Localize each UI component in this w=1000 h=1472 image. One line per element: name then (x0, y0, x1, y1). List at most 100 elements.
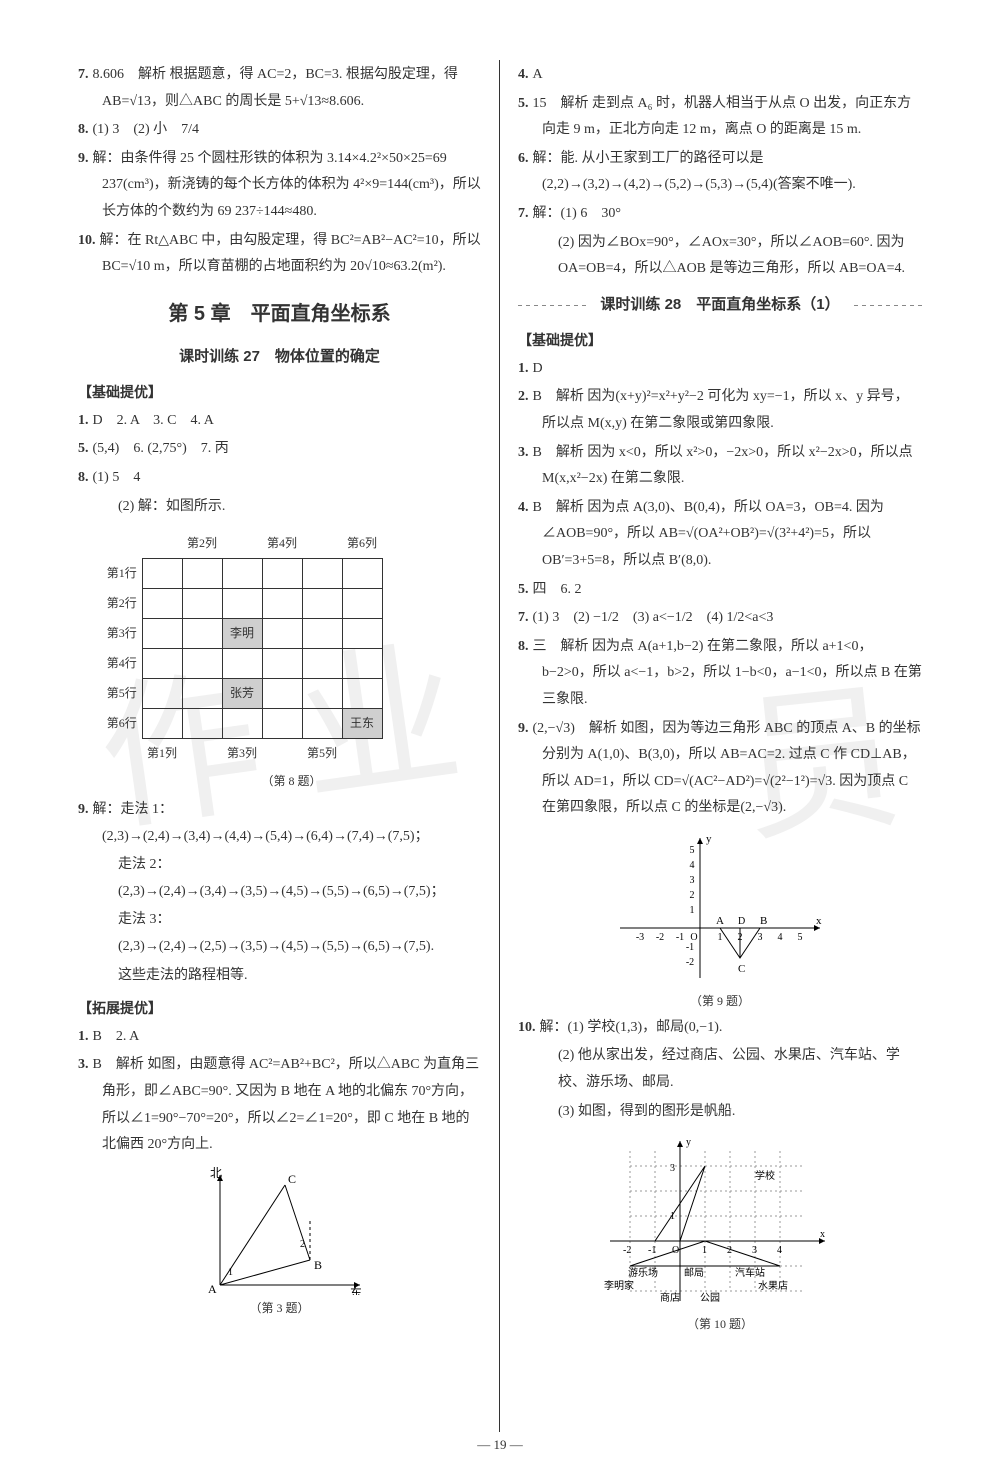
l27-a9: 9. 解：走法 1：(2,3)→(2,4)→(3,4)→(4,4)→(5,4)→(… (78, 797, 481, 850)
lesson-28-title: 课时训练 28 平面直角坐标系（1） (586, 291, 853, 320)
label-north: 北 (210, 1166, 222, 1180)
l27-b1: 1. B 2. A (78, 1024, 481, 1051)
r28-a10c: (3) 如图，得到的图形是帆船. (518, 1099, 922, 1126)
xt: 1 (718, 932, 723, 943)
figure-10-svg: O x y 1 2 3 4 -1 -2 1 3 学校 游乐场 邮局 汽车站 (600, 1131, 840, 1311)
figure-3-svg: 北 东 A B C 1 2 (190, 1165, 370, 1295)
col-label: 第3列 (222, 738, 262, 768)
text: 解：能. 从小王家到工厂的路径可以是(2,2)→(3,2)→(4,2)→(5,2… (533, 151, 856, 193)
text: 解：走法 1：(2,3)→(2,4)→(3,4)→(4,4)→(5,4)→(6,… (93, 802, 429, 844)
r-item-6: 6. 解：能. 从小王家到工厂的路径可以是(2,2)→(3,2)→(4,2)→(5… (518, 146, 922, 199)
lab-post: 邮局 (684, 1266, 704, 1279)
col-label: 第1列 (142, 738, 182, 768)
xt: -3 (636, 932, 644, 943)
page: 作业 员 7.8.606 解析 根据题意，得 AC=2，BC=3. 根据勾股定理… (0, 0, 1000, 1472)
lab-bus: 汽车站 (735, 1266, 765, 1279)
col-label: 第4列 (262, 528, 302, 558)
lab-fruit: 水果店 (758, 1279, 788, 1292)
l-item-8: 8.(1) 3 (2) 小 7/4 (78, 117, 481, 144)
deco-line (854, 305, 922, 306)
section-jichu: 【基础提优】 (78, 379, 481, 406)
r28-a1: 1. D (518, 356, 922, 383)
text: 8.606 解析 根据题意，得 AC=2，BC=3. 根据勾股定理，得 AB=√… (93, 67, 458, 109)
l-item-9: 9.解：由条件得 25 个圆柱形铁的体积为 3.14×4.2²×50×25=69… (78, 146, 481, 226)
num: 9. (518, 721, 529, 736)
figure-9-svg: -3 -2 -1 O 1 2 3 4 5 1 2 3 4 5 -1 -2 (610, 828, 830, 988)
lab-x: x (820, 1229, 825, 1240)
label-x: x (816, 915, 822, 927)
r28-a10b: (2) 他从家出发，经过商店、公园、水果店、汽车站、学校、游乐场、邮局. (518, 1043, 922, 1096)
label-D: D (738, 916, 745, 927)
row-label: 第1行 (102, 558, 142, 588)
text: (1) 3 (2) 小 7/4 (93, 122, 200, 137)
label-A: A (208, 1282, 217, 1295)
text: D 2. A 3. C 4. A (93, 413, 214, 428)
num: 1. (78, 413, 89, 428)
text: 三 解析 因为点 A(a+1,b−2) 在第二象限，所以 a+1<0，b−2>0… (533, 639, 922, 707)
yt: 3 (690, 875, 695, 886)
text: B 2. A (93, 1029, 140, 1044)
r28-a3: 3.B 解析 因为 x<0，所以 x²>0，−2x>0，所以 x²−2x>0，所… (518, 440, 922, 493)
l27-a1: 1. D 2. A 3. C 4. A (78, 408, 481, 435)
lab-play: 游乐场 (628, 1266, 658, 1279)
yt: -2 (686, 957, 694, 968)
num: 3. (518, 445, 529, 460)
num: 2. (518, 389, 529, 404)
label-C: C (288, 1172, 296, 1186)
lab-shop: 商店 (660, 1291, 680, 1304)
num: 9. (78, 802, 89, 817)
two-column-layout: 7. 8.606 解析 根据题意，得 AC=2，BC=3. 根据勾股定理，得 AB… (60, 60, 940, 1432)
r-item-7b: (2) 因为∠BOx=90°，∠AOx=30°，所以∠AOB=60°. 因为 O… (518, 230, 922, 283)
text: D (533, 361, 543, 376)
r-item-5: 5.15 解析 走到点 A₆ 时，机器人相当于从点 O 出发，向正东方向走 9 … (518, 91, 922, 144)
r28-a5: 5.四 6. 2 (518, 577, 922, 604)
xt: -1 (676, 932, 684, 943)
section-tuozhan: 【拓展提优】 (78, 995, 481, 1022)
col-label: 第2列 (182, 528, 222, 558)
text: 四 6. 2 (533, 582, 582, 597)
yt: 5 (690, 845, 695, 856)
r28-a2: 2. B 解析 因为(x+y)²=x²+y²−2 可化为 xy=−1，所以 x、y… (518, 384, 922, 437)
l27-a5: 5.(5,4) 6. (2,75°) 7. 丙 (78, 436, 481, 463)
text: B 解析 因为点 A(3,0)、B(0,4)，所以 OA=3，OB=4. 因为∠… (533, 500, 884, 568)
section-jichu-r: 【基础提优】 (518, 327, 922, 354)
fig10-caption: （第 10 题） (518, 1313, 922, 1336)
label-1: 1 (228, 1267, 233, 1278)
text: (2,−√3) 解析 如图，因为等边三角形 ABC 的顶点 A、B 的坐标分别为… (533, 721, 921, 816)
lab-2: 2 (727, 1245, 732, 1256)
num: 8. (78, 470, 89, 485)
text: (1) 3 (2) −1/2 (3) a<−1/2 (4) 1/2<a<3 (533, 610, 774, 625)
label-east: 东 (350, 1286, 362, 1295)
fig3-caption: （第 3 题） (78, 1297, 481, 1320)
num: 7. (78, 67, 89, 82)
num: 1. (78, 1029, 89, 1044)
left-column: 7. 8.606 解析 根据题意，得 AC=2，BC=3. 根据勾股定理，得 AB… (60, 60, 500, 1432)
num: 1. (518, 361, 529, 376)
lab-y1: 1 (670, 1211, 675, 1222)
num: 10. (78, 233, 96, 248)
lesson-27-title: 课时训练 27 物体位置的确定 (78, 343, 481, 372)
label-B: B (314, 1258, 322, 1272)
num: 7. (518, 206, 529, 221)
num: 10. (518, 1020, 536, 1035)
cell-zhangfang: 张芳 (222, 678, 262, 708)
label-A: A (716, 915, 724, 927)
label-2: 2 (300, 1239, 305, 1250)
l-item-7: 7. 8.606 解析 根据题意，得 AC=2，BC=3. 根据勾股定理，得 AB… (78, 62, 481, 115)
l27-a9c: 走法 3：(2,3)→(2,4)→(2,5)→(3,5)→(4,5)→(5,5)… (78, 907, 481, 960)
lab-n2: -2 (623, 1245, 631, 1256)
yt: 4 (690, 860, 695, 871)
text: (1) 5 4 (93, 470, 141, 485)
l27-a9d: 这些走法的路程相等. (78, 963, 481, 990)
r28-a10: 10. 解：(1) 学校(1,3)，邮局(0,−1). (518, 1015, 922, 1042)
text: B 解析 因为(x+y)²=x²+y²−2 可化为 xy=−1，所以 x、y 异… (533, 389, 909, 431)
num: 9. (78, 151, 89, 166)
page-number: — 19 — (0, 1433, 1000, 1458)
num: 6. (518, 151, 529, 166)
num: 8. (518, 639, 529, 654)
num: 5. (518, 96, 529, 111)
text: A (533, 67, 543, 82)
label-y: y (706, 833, 712, 845)
text: B 解析 如图，由题意得 AC²=AB²+BC²，所以△ABC 为直角三角形，即… (93, 1057, 480, 1152)
text: 解：(1) 学校(1,3)，邮局(0,−1). (540, 1020, 723, 1035)
